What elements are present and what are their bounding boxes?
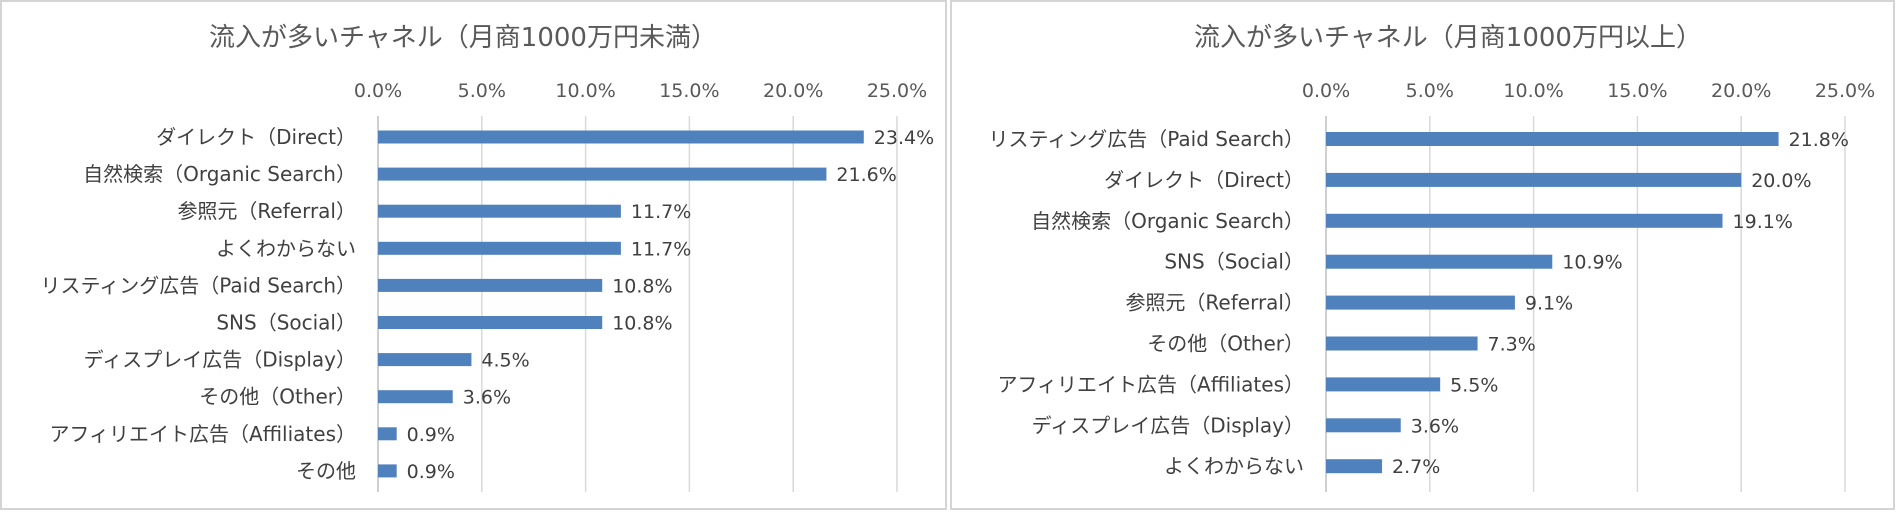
x-tick-label: 25.0% [1815,80,1875,102]
x-tick-label: 5.0% [1406,80,1454,102]
category-label: アフィリエイト広告（Affiliates） [997,372,1304,396]
chart-title: 流入が多いチャネル（月商1000万円未満） [209,23,717,53]
chart-under-10m: 流入が多いチャネル（月商1000万円未満） 0.0% 5.0% 10.0% 15.0%… [40,23,934,492]
category-label: ダイレクト（Direct） [1104,168,1304,192]
x-tick-label: 20.0% [763,80,823,102]
data-label: 10.9% [1562,252,1622,274]
category-label: アフィリエイト広告（Affiliates） [49,422,356,446]
bar [378,241,621,255]
bar [378,353,472,367]
data-label: 21.8% [1789,129,1849,151]
category-label: その他（Other） [199,385,356,409]
bar [1326,295,1515,310]
data-label: 23.4% [874,127,934,149]
category-label: ダイレクト（Direct） [156,125,356,149]
data-label: 10.8% [612,275,672,297]
category-label: よくわからない [1164,454,1304,478]
bar [378,427,397,441]
data-label: 10.8% [612,313,672,335]
data-label: 11.7% [631,238,691,260]
bar [378,167,827,181]
bar [1326,132,1779,146]
x-tick-label: 20.0% [1711,80,1771,102]
bar [1326,336,1478,351]
x-tick-label: 0.0% [354,80,402,102]
data-label: 9.1% [1525,293,1573,315]
bar [378,278,603,292]
category-label: 自然検索（Organic Search） [1031,209,1304,233]
data-label: 11.7% [631,201,691,223]
category-label: その他 [296,459,356,483]
category-label: その他（Other） [1147,332,1304,356]
data-label: 0.9% [407,424,455,446]
data-label: 5.5% [1450,374,1498,396]
data-label: 0.9% [407,461,455,483]
data-label: 4.5% [481,350,529,372]
category-label: ディスプレイ広告（Display） [1032,413,1304,437]
bar [378,316,603,329]
category-label: SNS（Social） [216,311,356,335]
data-label: 7.3% [1488,334,1536,356]
bar [378,390,453,404]
chart-over-10m: 流入が多いチャネル（月商1000万円以上） 0.0% 5.0% 10.0% 15.0%… [988,23,1875,492]
bar [378,130,864,144]
bar [1326,377,1441,392]
x-tick-label: 15.0% [659,80,719,102]
category-label: よくわからない [216,236,356,260]
bar [378,204,621,218]
bar [1326,213,1723,228]
chart-panel-over-10m: 流入が多いチャネル（月商1000万円以上） 0.0% 5.0% 10.0% 15.0%… [950,0,1895,510]
data-label: 19.1% [1733,211,1793,233]
data-label: 2.7% [1392,456,1440,478]
category-label: SNS（Social） [1164,250,1304,274]
x-tick-label: 10.0% [555,80,615,102]
category-label: 参照元（Referral） [1125,291,1304,315]
data-label: 3.6% [463,387,511,409]
x-tick-label: 10.0% [1503,80,1563,102]
bar [1326,418,1401,433]
chart-panel-under-10m: 流入が多いチャネル（月商1000万円未満） 0.0% 5.0% 10.0% 15.0%… [0,0,947,510]
category-label: 自然検索（Organic Search） [83,162,356,186]
category-label: リスティング広告（Paid Search） [40,273,356,297]
category-label: 参照元（Referral） [177,199,356,223]
chart-title: 流入が多いチャネル（月商1000万円以上） [1194,23,1702,53]
bar [1326,254,1553,269]
x-tick-label: 5.0% [458,80,506,102]
bar [1326,172,1742,187]
category-label: ディスプレイ広告（Display） [84,348,356,372]
data-label: 21.6% [836,164,896,186]
x-tick-label: 15.0% [1607,80,1667,102]
bar [378,464,397,478]
data-label: 3.6% [1411,415,1459,437]
bar [1326,459,1383,474]
category-label: リスティング広告（Paid Search） [988,127,1304,151]
data-label: 20.0% [1751,170,1811,192]
x-tick-label: 0.0% [1302,80,1350,102]
x-tick-label: 25.0% [867,80,927,102]
